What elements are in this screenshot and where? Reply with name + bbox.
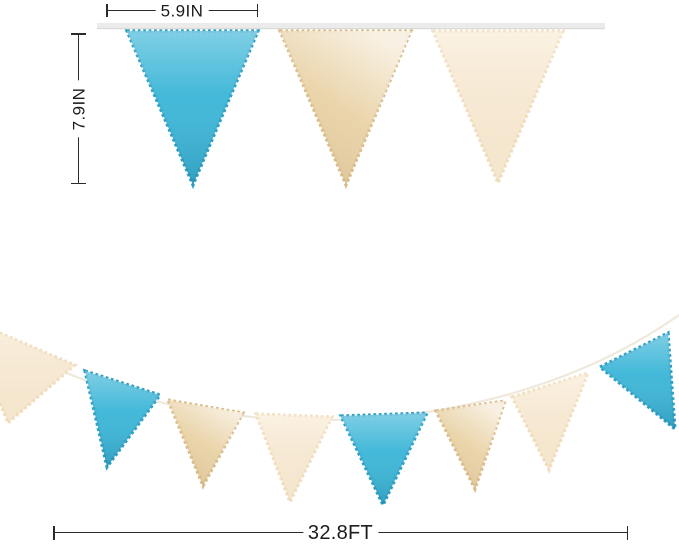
flag-triangle [433, 399, 508, 494]
pennant-flag-blue [82, 368, 163, 471]
dimension-end-tick [71, 182, 86, 184]
dimension-end-tick [626, 525, 628, 540]
pennant-flag-gold [277, 29, 414, 190]
pennant-flag-blue [124, 29, 261, 190]
pennant-flag-gold [165, 397, 246, 490]
flag-triangle [0, 331, 78, 426]
pennant-flag-cream [253, 412, 335, 506]
flag-triangle [165, 397, 246, 490]
top-banner-string [97, 23, 605, 29]
pennant-flag-cream [0, 331, 78, 426]
pennant-width-label: 5.9IN [155, 2, 209, 19]
flag-triangle [82, 368, 163, 471]
dimension-end-tick [106, 4, 108, 17]
pennant-flag-gold [433, 399, 508, 494]
top-banner-string-shadow [97, 28, 605, 30]
pennant-width-dimension: 5.9IN [106, 2, 258, 19]
dimension-end-tick [256, 4, 258, 17]
banner-length-label: 32.8FT [302, 522, 379, 543]
banner-length-dimension: 32.8FT [53, 522, 628, 543]
pennant-flag-blue [597, 330, 677, 433]
pennant-flag-blue [338, 411, 430, 509]
pennant-height-label: 7.9IN [69, 80, 88, 137]
pennant-height-dimension: 7.9IN [69, 33, 88, 184]
top-banner [124, 29, 566, 190]
flag-triangle [509, 370, 591, 474]
dimension-end-tick [53, 525, 55, 540]
dimension-end-tick [71, 33, 86, 35]
pennant-flag-cream [430, 29, 566, 188]
flag-triangle [253, 412, 335, 506]
flag-triangle [124, 29, 261, 190]
flag-triangle [277, 29, 414, 190]
flag-triangle [430, 29, 566, 188]
flag-triangle [338, 411, 430, 509]
pennant-flag-cream [509, 370, 591, 474]
bottom-banner [0, 330, 677, 509]
flag-triangle [597, 330, 677, 433]
